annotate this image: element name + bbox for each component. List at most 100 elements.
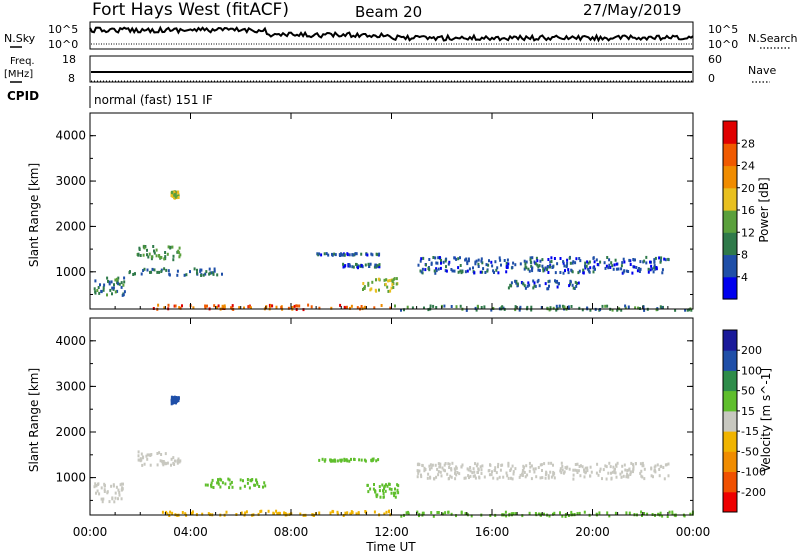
echo-cell xyxy=(601,477,603,481)
echo-cell xyxy=(360,264,363,267)
echo-cell xyxy=(223,304,226,308)
echo-cell xyxy=(572,260,575,264)
echo-cell xyxy=(553,257,556,260)
echo-cell xyxy=(288,512,291,516)
echo-cell xyxy=(119,483,122,487)
echo-cell xyxy=(101,500,104,504)
echo-cell xyxy=(113,283,115,287)
echo-cell xyxy=(570,305,573,308)
echo-cell xyxy=(190,511,193,515)
echo-cell xyxy=(386,484,389,488)
echo-cell xyxy=(209,271,212,275)
echo-cell xyxy=(585,470,587,474)
echo-cell xyxy=(123,276,126,280)
echo-cell xyxy=(608,514,611,518)
echo-cell xyxy=(662,305,664,309)
echo-cell xyxy=(96,489,99,493)
echo-cell xyxy=(595,512,598,516)
echo-cell xyxy=(155,254,158,258)
echo-region xyxy=(170,395,180,406)
echo-cell xyxy=(431,463,434,467)
echo-cell xyxy=(138,458,140,462)
echo-cell xyxy=(170,194,173,197)
echo-cell xyxy=(93,287,96,291)
echo-cell xyxy=(510,512,513,516)
echo-cell xyxy=(249,478,252,482)
echo-cell xyxy=(584,261,587,265)
echo-cell xyxy=(473,474,476,478)
echo-cell xyxy=(440,474,443,478)
echo-cell xyxy=(667,462,670,466)
echo-cell xyxy=(212,486,215,489)
echo-cell xyxy=(117,488,120,492)
echo-cell xyxy=(552,473,555,477)
echo-cell xyxy=(459,264,462,267)
echo-cell xyxy=(129,270,131,274)
echo-cell xyxy=(204,306,207,310)
echo-cell xyxy=(510,476,512,480)
echo-cell xyxy=(344,511,347,515)
echo-cell xyxy=(568,256,571,260)
echo-cell xyxy=(574,468,577,472)
echo-cell xyxy=(375,459,378,463)
echo-cell xyxy=(100,486,103,490)
echo-cell xyxy=(327,253,330,257)
echo-cell xyxy=(137,454,140,458)
echo-cell xyxy=(453,467,456,471)
echo-cell xyxy=(103,482,106,486)
colorbar-segment xyxy=(723,121,737,144)
echo-cell xyxy=(629,263,632,266)
echo-cell xyxy=(516,282,519,286)
echo-cell xyxy=(178,306,181,310)
echo-cell xyxy=(163,257,166,261)
echo-cell xyxy=(344,264,347,268)
echo-cell xyxy=(686,308,689,312)
echo-cell xyxy=(172,401,174,405)
echo-cell xyxy=(160,453,163,456)
echo-cell xyxy=(145,454,148,458)
echo-cell xyxy=(502,306,505,310)
echo-cell xyxy=(108,280,111,284)
echo-cell xyxy=(537,265,540,269)
echo-cell xyxy=(392,278,395,282)
echo-cell xyxy=(213,269,216,273)
echo-cell xyxy=(645,255,648,259)
echo-cell xyxy=(255,478,258,482)
echo-cell xyxy=(512,512,515,516)
echo-cell xyxy=(380,304,383,307)
echo-cell xyxy=(549,265,551,269)
echo-cell xyxy=(372,457,375,461)
echo-cell xyxy=(442,260,445,264)
echo-cell xyxy=(377,277,380,281)
echo-cell xyxy=(137,450,140,454)
echo-cell xyxy=(497,462,500,466)
echo-region xyxy=(128,267,223,277)
echo-cell xyxy=(216,481,219,485)
echo-cell xyxy=(379,495,382,499)
echo-cell xyxy=(627,270,630,273)
echo-cell xyxy=(293,304,296,308)
echo-cell xyxy=(468,267,471,271)
echo-cell xyxy=(499,258,502,262)
echo-cell xyxy=(287,306,290,310)
echo-cell xyxy=(501,305,504,309)
echo-cell xyxy=(171,511,174,515)
echo-cell xyxy=(487,469,490,473)
echo-cell xyxy=(142,253,145,257)
echo-cell xyxy=(607,471,610,475)
echo-cell xyxy=(455,465,458,469)
echo-cell xyxy=(543,462,546,466)
echo-cell xyxy=(416,463,419,467)
echo-cell xyxy=(559,271,562,274)
y-tick-label: 1000 xyxy=(55,471,86,485)
echo-cell xyxy=(674,308,677,312)
echo-cell xyxy=(435,267,438,271)
echo-cell xyxy=(496,266,499,270)
echo-cell xyxy=(544,476,547,480)
echo-cell xyxy=(460,510,463,514)
echo-cell xyxy=(621,261,624,265)
echo-cell xyxy=(94,291,97,295)
echo-cell xyxy=(629,470,632,474)
echo-cell xyxy=(150,255,153,259)
echo-cell xyxy=(208,267,211,271)
